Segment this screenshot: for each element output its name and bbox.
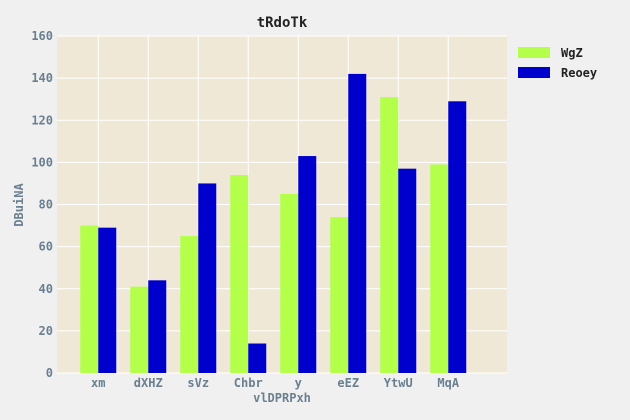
bar-WgZ-MqA bbox=[430, 164, 449, 373]
legend-label: Reoey bbox=[561, 66, 597, 80]
bars bbox=[80, 73, 467, 374]
x-axis-ticks: xm dXHZ sVz Chbr y eEZ YtwU MqA bbox=[91, 376, 460, 390]
chart-title: tRdoTk bbox=[257, 15, 308, 31]
y-tick-label: 0 bbox=[46, 366, 53, 380]
bar-Reoey-eEZ bbox=[348, 73, 367, 373]
x-axis-label: vlDPRPxh bbox=[253, 391, 311, 405]
y-tick-label: 20 bbox=[39, 324, 53, 338]
bar-Reoey-Chbr bbox=[248, 343, 267, 373]
bar-WgZ-YtwU bbox=[380, 97, 399, 374]
y-tick-label: 80 bbox=[39, 198, 53, 212]
x-tick-label: dXHZ bbox=[134, 376, 163, 390]
x-tick-label: sVz bbox=[187, 376, 209, 390]
x-tick-label: y bbox=[295, 376, 302, 390]
bar-WgZ-eEZ bbox=[330, 217, 349, 373]
y-tick-label: 40 bbox=[39, 282, 53, 296]
x-tick-label: eEZ bbox=[337, 376, 359, 390]
y-axis-ticks: 0 20 40 60 80 100 120 140 160 bbox=[31, 29, 53, 380]
bar-WgZ-Chbr bbox=[230, 175, 249, 373]
bar-Reoey-YtwU bbox=[398, 168, 417, 373]
bar-WgZ-xm bbox=[80, 225, 99, 373]
bar-Reoey-y bbox=[298, 156, 317, 373]
x-tick-label: xm bbox=[91, 376, 105, 390]
x-tick-label: Chbr bbox=[234, 376, 263, 390]
y-tick-label: 100 bbox=[31, 155, 53, 169]
bar-WgZ-dXHZ bbox=[130, 286, 149, 373]
y-axis-label: DBuiNA bbox=[12, 183, 26, 227]
bar-WgZ-sVz bbox=[180, 236, 199, 373]
bar-Reoey-xm bbox=[98, 227, 117, 373]
legend: WgZ Reoey bbox=[518, 46, 597, 80]
x-tick-label: YtwU bbox=[384, 376, 413, 390]
bar-Reoey-MqA bbox=[448, 101, 467, 373]
bar-WgZ-y bbox=[280, 193, 299, 373]
x-tick-label: MqA bbox=[437, 376, 459, 390]
y-tick-label: 140 bbox=[31, 71, 53, 85]
y-tick-label: 120 bbox=[31, 113, 53, 127]
legend-swatch bbox=[518, 47, 550, 58]
bar-Reoey-sVz bbox=[198, 183, 217, 373]
y-tick-label: 160 bbox=[31, 29, 53, 43]
bar-Reoey-dXHZ bbox=[148, 280, 167, 373]
legend-swatch bbox=[518, 67, 550, 78]
legend-label: WgZ bbox=[561, 46, 583, 60]
y-tick-label: 60 bbox=[39, 240, 53, 254]
